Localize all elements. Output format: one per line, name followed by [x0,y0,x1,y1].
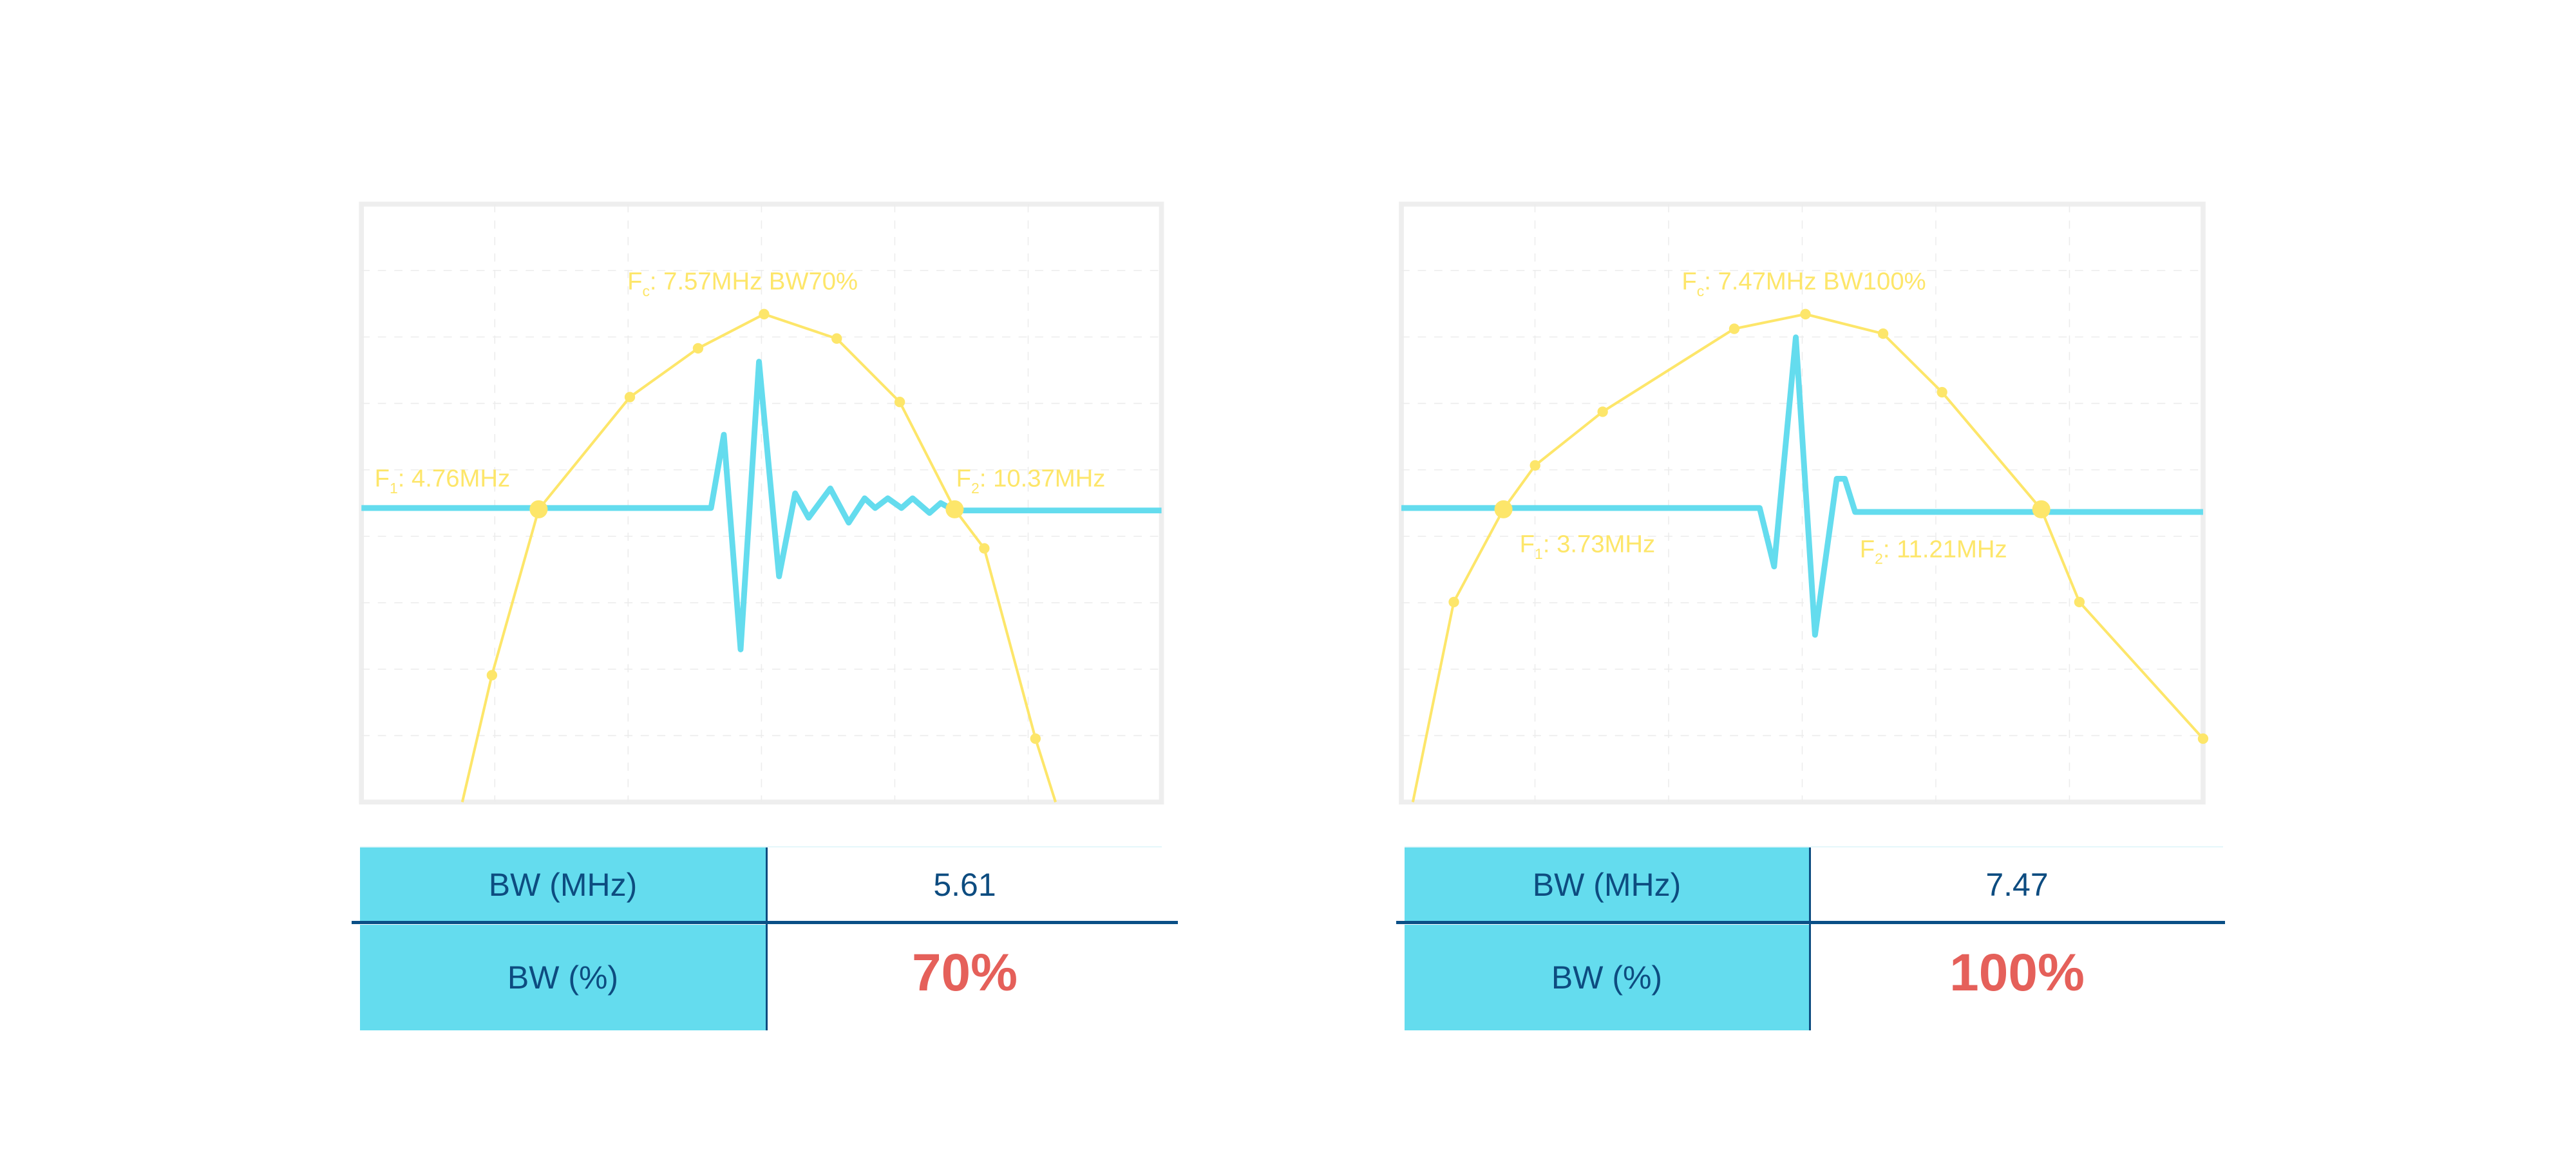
response-point [1597,406,1608,417]
table-top-border [1405,846,2223,847]
table-row-divider [352,921,1178,924]
response-point [1877,328,1889,339]
response-point [624,392,636,402]
f1-label: F1: 3.73MHz [1520,531,1655,562]
response-point [1800,308,1811,319]
table-divider [766,847,768,1030]
waveform-line [361,359,1162,652]
cutoff-marker-point [2032,500,2050,518]
right-chart: Fc: 7.47MHz BW100% F1: 3.73MHz F2: 11.21… [1399,202,2209,805]
f2-label: F2: 10.37MHz [956,465,1106,497]
bw-mhz-value: 5.61 [933,866,996,903]
bw-percent-label: BW (%) [360,925,766,1030]
response-point [894,397,905,408]
waveform-line [1401,334,2203,638]
fc-label: Fc: 7.57MHz BW70% [627,268,858,299]
response-point [831,333,842,344]
response-point [1448,596,1459,608]
bw-percent-value: 100% [1949,943,2085,1002]
bw-percent-label: BW (%) [1405,925,1809,1030]
response-point [979,543,990,554]
response-point [486,670,498,681]
response-point [2197,733,2209,744]
cutoff-marker-point [529,500,548,518]
response-point [1030,733,1041,744]
fc-label: Fc: 7.47MHz BW100% [1681,268,1926,299]
bw-mhz-value: 7.47 [1985,866,2049,903]
bw-percent-value: 70% [911,943,1018,1002]
f1-label: F1: 4.76MHz [375,465,510,497]
response-point [1530,460,1540,471]
table-top-border [360,846,1162,847]
bw-mhz-label: BW (MHz) [360,847,766,922]
table-row-divider [1396,921,2225,924]
bw-mhz-label: BW (MHz) [1405,847,1809,922]
cutoff-marker-point [945,500,964,518]
f2-label: F2: 11.21MHz [1860,535,2007,567]
response-curve-line [460,312,1057,803]
response-curve-line [1411,312,2204,802]
table-divider [1809,847,1811,1030]
left-chart: Fc: 7.57MHz BW70% F1: 4.76MHz F2: 10.37M… [359,202,1164,805]
response-point [2074,596,2085,608]
response-point [1937,386,1947,398]
response-point [692,343,704,354]
cutoff-marker-point [1494,500,1513,518]
response-point [759,308,770,319]
response-point [1728,323,1740,334]
